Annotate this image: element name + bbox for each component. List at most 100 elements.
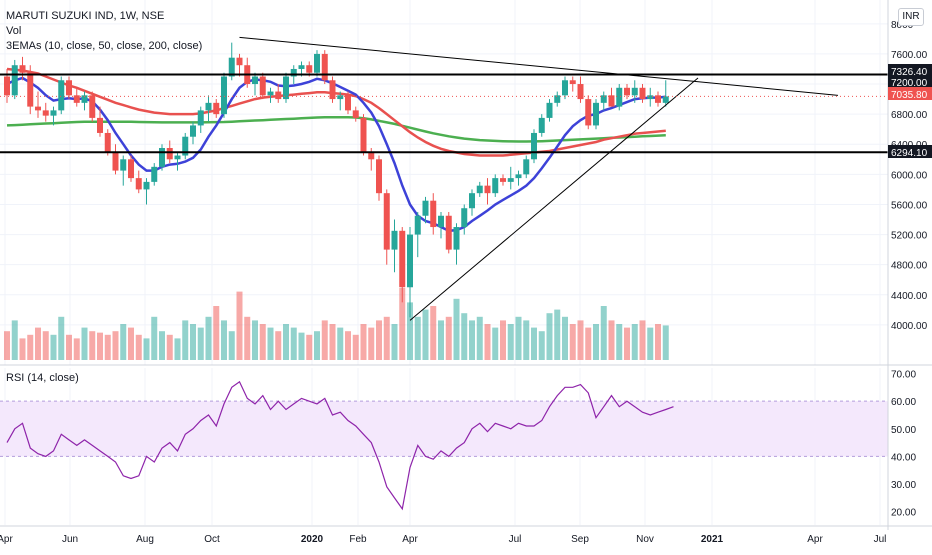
candle-body (414, 215, 421, 235)
candle-body (190, 125, 196, 137)
volume-bar (507, 324, 514, 360)
volume-bar (585, 327, 592, 360)
candle-body (515, 174, 522, 179)
candle-body (531, 132, 537, 160)
candle-body (283, 76, 289, 100)
rsi-plot (0, 380, 888, 511)
candle-body (546, 102, 553, 118)
volume-bar (112, 331, 119, 360)
price-label-text: 7035.80 (891, 90, 928, 101)
volume-bar (298, 332, 305, 360)
candle-body (58, 80, 65, 111)
volume-bar (290, 327, 297, 360)
candle-body (569, 80, 576, 85)
candle-body (35, 106, 41, 111)
candle-body (631, 87, 638, 96)
candle-body (647, 95, 654, 100)
volume-bar (143, 338, 150, 360)
ema-lines (6, 67, 666, 233)
time-tick-label: 2020 (301, 534, 324, 545)
volume-bar (128, 327, 134, 360)
volume-bar (631, 324, 638, 360)
time-tick-label: Apr (807, 534, 823, 545)
volume-bar (182, 320, 189, 360)
time-tick-label: Apr (0, 534, 13, 545)
volume-bar (236, 291, 243, 360)
price-tick-label: 6000.00 (891, 170, 928, 181)
candle-body (430, 200, 437, 228)
candle-body (205, 102, 212, 111)
candle-body (655, 95, 661, 103)
candle-body (182, 136, 189, 156)
price-label-text: 7200.00 (891, 78, 928, 89)
candle-body (259, 76, 266, 96)
volume-bar (476, 316, 483, 360)
volume-bar (159, 331, 165, 360)
volume-bar (345, 331, 351, 360)
candle-body (624, 87, 630, 96)
volume-bar (655, 324, 661, 360)
volume-bar (135, 334, 142, 360)
candle-body (19, 65, 26, 73)
volume-bar (89, 331, 96, 360)
candle-body (383, 193, 390, 250)
rsi-legend: RSI (14, close) (6, 372, 79, 384)
time-tick-label: Jul (874, 534, 887, 545)
time-tick-label: Nov (636, 534, 654, 545)
candle-body (461, 208, 468, 228)
price-tick-label: 6800.00 (891, 110, 928, 121)
candle-body (151, 166, 158, 182)
candle-body (4, 76, 10, 96)
candle-body (329, 80, 336, 100)
rsi-line (6, 380, 674, 511)
ema200-line (6, 115, 666, 143)
volume-bar (639, 320, 646, 360)
candle-body (128, 159, 134, 179)
volume-bar (593, 324, 599, 360)
ema-legend: 3EMAs (10, close, 50, close, 200, close) (6, 40, 203, 52)
volume-bar (492, 327, 499, 360)
volume-bar (4, 331, 10, 360)
candle-body (391, 230, 398, 250)
candle-body (50, 110, 57, 116)
candle-body (174, 155, 181, 160)
candle-body (298, 65, 305, 69)
price-tick-label: 7600.00 (891, 50, 928, 61)
volume-bar (438, 320, 444, 360)
volume-bar (244, 316, 251, 360)
volume-bar (58, 316, 65, 360)
candle-body (143, 181, 150, 190)
candle-body (352, 110, 359, 118)
candle-body (523, 159, 530, 175)
candle-body (585, 99, 592, 126)
currency-badge[interactable]: INR (898, 8, 924, 26)
candle-body (492, 178, 499, 194)
volume-bar (50, 334, 57, 360)
volume-bar (11, 320, 18, 360)
volume-bar (569, 324, 576, 360)
candle-body (453, 227, 460, 250)
volume-bar (228, 331, 235, 360)
volume-bar (616, 324, 623, 360)
volume-bar (81, 327, 88, 360)
rsi-band (0, 401, 888, 457)
volume-bar (174, 338, 181, 360)
candle-body (593, 102, 599, 126)
candle-body (562, 80, 568, 96)
candle-body (166, 148, 173, 160)
volume-bar (399, 288, 406, 360)
candle-body (306, 65, 313, 73)
volume-bar (337, 327, 344, 360)
volume-bars (4, 288, 669, 360)
volume-bar (546, 313, 553, 360)
candle-body (360, 117, 367, 152)
volume-bar (430, 306, 437, 360)
volume-bar (213, 306, 220, 360)
time-tick-label: Oct (204, 534, 220, 545)
volume-bar (314, 331, 320, 360)
candle-body (73, 95, 80, 103)
candle-body (438, 215, 444, 228)
